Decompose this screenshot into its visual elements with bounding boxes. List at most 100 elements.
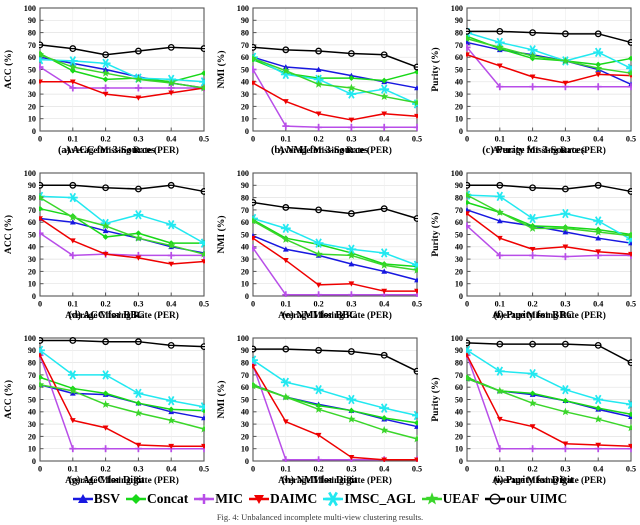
- diamond-marker: [168, 406, 175, 413]
- triangle-down-marker: [252, 363, 256, 370]
- circle-line-marker: [413, 215, 418, 222]
- star-marker: [594, 227, 603, 236]
- triangle-down-marker: [466, 211, 470, 217]
- svg-text:70: 70: [455, 41, 463, 50]
- triangle-down-marker: [252, 80, 256, 86]
- legend-label: MIC: [215, 491, 244, 506]
- svg-text:0.1: 0.1: [281, 300, 291, 309]
- circle-line-marker: [39, 41, 44, 49]
- svg-text:40: 40: [241, 243, 249, 252]
- series-daimc: [466, 52, 632, 86]
- star-marker: [466, 374, 472, 383]
- svg-text:0: 0: [245, 292, 249, 301]
- triangle-down-marker: [39, 79, 43, 85]
- diamond-marker: [69, 67, 76, 74]
- svg-text:0.4: 0.4: [593, 135, 603, 144]
- plus-marker: [134, 84, 142, 92]
- svg-text:70: 70: [241, 371, 249, 380]
- asterisk-marker: [593, 216, 604, 226]
- asterisk-marker: [466, 345, 472, 356]
- diamond-marker: [201, 407, 205, 414]
- triangle-down-marker: [168, 261, 175, 267]
- circle-line-marker: [167, 43, 175, 51]
- triangle-down-marker: [414, 288, 418, 294]
- triangle-down-marker: [282, 419, 289, 425]
- svg-text:0.5: 0.5: [626, 135, 636, 144]
- circle-line-marker: [102, 338, 110, 346]
- chart-plot-d: 0 10 20 30 40 50 60 70 80 90 100 0 0.1 0.2 0.3 0.4 0.5 Av…: [3, 169, 209, 321]
- svg-text:30: 30: [28, 420, 36, 429]
- figure-caption: Fig. 4: Unbalanced incomplete multi-view…: [216, 512, 424, 522]
- svg-text:100: 100: [451, 169, 463, 178]
- svg-text:0.4: 0.4: [593, 300, 603, 309]
- series-our-uimc: [39, 181, 205, 195]
- svg-text:30: 30: [241, 420, 249, 429]
- asterisk-marker: [412, 260, 418, 270]
- plus-marker: [282, 456, 290, 462]
- svg-text:90: 90: [28, 346, 36, 355]
- svg-text:80: 80: [241, 359, 249, 368]
- star-marker: [167, 78, 176, 87]
- svg-text:10: 10: [241, 280, 249, 289]
- triangle-down-marker: [348, 281, 355, 287]
- series-our-uimc: [252, 43, 418, 71]
- svg-text:60: 60: [28, 218, 36, 227]
- x-axis: 0 0.1 0.2 0.3 0.4 0.5: [465, 127, 636, 144]
- triangle-up-marker: [69, 390, 76, 396]
- plus-marker: [627, 83, 632, 91]
- x-axis: 0 0.1 0.2 0.3 0.4 0.5: [38, 292, 209, 309]
- triangle-down-marker: [562, 80, 569, 86]
- svg-text:90: 90: [28, 181, 36, 190]
- series-ueaf: [466, 374, 632, 432]
- triangle-down-marker: [315, 432, 322, 439]
- x-axis-label: Average Missing Rate (PER): [278, 310, 392, 321]
- svg-text:80: 80: [455, 194, 463, 203]
- series-group: [466, 181, 632, 261]
- svg-text:60: 60: [28, 53, 36, 62]
- triangle-up-marker: [466, 39, 470, 45]
- star-marker: [380, 260, 389, 269]
- chart-panel-h: 0 10 20 30 40 50 60 70 80 90 100 0 0.1 0.2 0.3 0.4 0.5 Av…: [213, 330, 426, 495]
- svg-text:50: 50: [241, 395, 249, 404]
- svg-text:0.2: 0.2: [313, 300, 323, 309]
- plus-marker: [282, 291, 290, 297]
- circle-line-marker: [134, 47, 142, 55]
- star-marker: [466, 190, 472, 199]
- asterisk-marker: [527, 45, 538, 55]
- circle-line-marker: [627, 39, 632, 46]
- panel-caption-b: (b) NMI for 3-Sources: [271, 145, 368, 156]
- triangle-down-marker: [381, 288, 388, 294]
- triangle-up-marker: [69, 219, 76, 225]
- diamond-marker: [102, 234, 109, 240]
- y-axis: 0 10 20 30 40 50 60 70 80 90 100: [451, 334, 471, 466]
- asterisk-marker: [346, 244, 357, 254]
- plus-marker: [561, 83, 569, 91]
- triangle-down-marker: [529, 74, 536, 80]
- triangle-down-marker: [628, 443, 632, 450]
- svg-text:60: 60: [455, 53, 463, 62]
- svg-text:0.5: 0.5: [412, 465, 422, 474]
- series-our-uimc: [252, 199, 418, 222]
- star-marker: [68, 212, 77, 221]
- circle-line-marker: [489, 493, 501, 505]
- svg-text:40: 40: [241, 408, 249, 417]
- triangle-down-marker: [201, 259, 205, 265]
- panel-caption-a: (a) ACC for 3-Sources: [58, 145, 155, 156]
- panel-caption-c: (c) Purity for 3-Sources: [482, 145, 585, 156]
- plus-marker: [134, 251, 142, 259]
- legend-item-our-uimc: our UIMC: [485, 490, 567, 508]
- triangle-down-marker: [102, 251, 109, 258]
- series-our-uimc: [466, 339, 632, 367]
- svg-text:0: 0: [32, 127, 36, 136]
- svg-text:50: 50: [455, 230, 463, 239]
- circle-line-marker: [466, 181, 471, 189]
- svg-text:100: 100: [24, 334, 36, 343]
- asterisk-marker: [199, 77, 205, 87]
- triangle-down-marker: [562, 441, 569, 447]
- series-group: [252, 345, 418, 462]
- svg-text:0: 0: [465, 300, 469, 309]
- series-imsc-agl: [39, 345, 205, 412]
- svg-text:20: 20: [28, 432, 36, 441]
- svg-text:90: 90: [455, 16, 463, 25]
